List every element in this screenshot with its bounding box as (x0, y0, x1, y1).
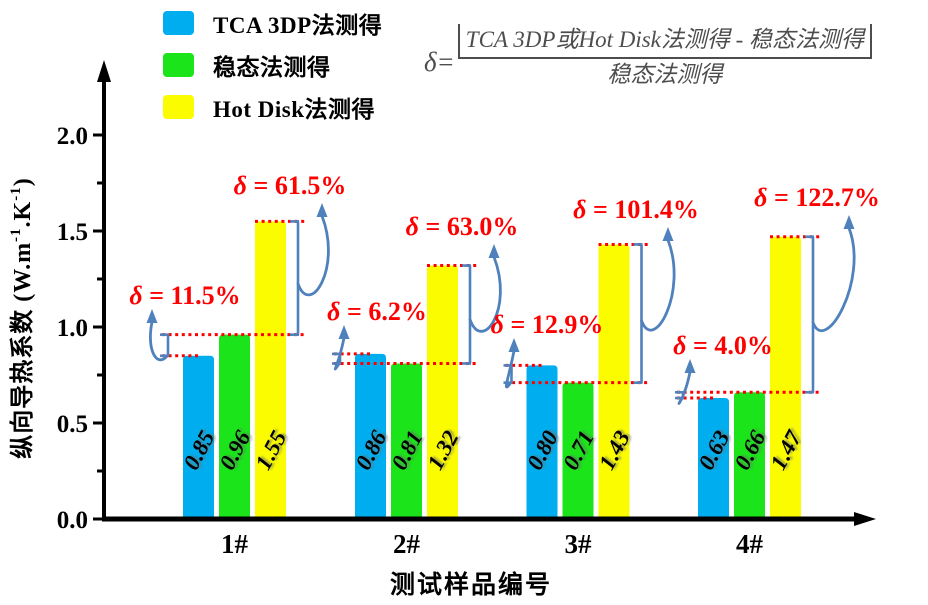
legend-swatch-green (163, 53, 194, 77)
formula-numerator: TCA 3DP或Hot Disk法测得 - 稳态法测得 (457, 24, 873, 59)
delta-annotation-label: δ = 4.0% (673, 331, 773, 360)
legend-label: 稳态法测得 (213, 55, 331, 80)
x-tick-label: 1# (221, 529, 249, 559)
y-tick-label: 0.0 (57, 507, 88, 534)
legend-label: TCA 3DP法测得 (213, 13, 383, 38)
y-axis-title: 纵向导热系数 (W.m-1.K-1) (8, 177, 36, 458)
bar-4#-series2 (770, 236, 801, 519)
delta-annotation-label: δ = 61.5% (234, 171, 347, 200)
x-tick-label: 2# (393, 529, 421, 559)
curved-arrow-head (146, 309, 158, 323)
curved-arrow (640, 238, 676, 332)
curved-arrow-head (684, 359, 696, 373)
curved-arrow (468, 255, 502, 333)
delta-annotation-label: δ = 12.9% (491, 310, 604, 339)
bar-1#-series1 (219, 334, 250, 519)
curved-arrow (677, 370, 692, 405)
legend-item-steady-state: 稳态法测得 (163, 52, 382, 80)
legend-swatch-yellow (163, 95, 194, 119)
curved-arrow (504, 349, 516, 389)
delta-annotation-label: δ = 101.4% (573, 195, 699, 224)
curved-arrow-head (488, 244, 500, 258)
bar-1#-series2 (255, 221, 286, 519)
legend-item-tca3dp: TCA 3DP法测得 (163, 10, 382, 38)
delta-annotation-label: δ = 11.5% (129, 281, 240, 310)
y-tick-label: 0.5 (57, 411, 88, 438)
bar-2#-series0 (355, 353, 386, 519)
x-axis-arrowhead (854, 512, 876, 526)
bar-2#-series2 (427, 265, 458, 519)
legend-label: Hot Disk法测得 (213, 97, 376, 122)
legend-swatch-blue (163, 11, 194, 35)
delta-formula: δ= TCA 3DP或Hot Disk法测得 - 稳态法测得 稳态法测得 (424, 24, 873, 90)
bar-2#-series1 (391, 363, 422, 519)
curved-arrow (333, 336, 346, 371)
legend-item-hot-disk: Hot Disk法测得 (163, 94, 382, 122)
formula-delta-symbol: δ= (424, 47, 455, 78)
formula-denominator: 稳态法测得 (607, 61, 723, 87)
curved-arrow-head (338, 325, 350, 339)
delta-annotation-label: δ = 6.2% (327, 297, 427, 326)
bar-4#-series0 (698, 398, 729, 519)
curved-arrow (149, 320, 170, 362)
curved-arrow-head (662, 227, 674, 241)
x-axis-title: 测试样品编号 (390, 570, 552, 599)
bar-3#-series0 (526, 365, 558, 519)
curved-arrow-head (843, 215, 855, 229)
legend: TCA 3DP法测得 稳态法测得 Hot Disk法测得 (163, 10, 382, 136)
curved-arrow-head (316, 203, 328, 217)
curved-arrow (296, 214, 330, 297)
curved-arrow (811, 226, 856, 332)
curved-arrow-head (508, 338, 520, 352)
delta-annotation-label: δ = 122.7% (754, 183, 880, 212)
bar-3#-series1 (562, 382, 594, 519)
bar-4#-series1 (734, 392, 765, 519)
x-tick-label: 4# (736, 529, 764, 559)
bar-1#-series0 (183, 355, 214, 519)
y-axis-arrowhead (97, 60, 111, 82)
y-tick-label: 1.5 (57, 219, 88, 246)
delta-annotation-label: δ = 63.0% (406, 212, 519, 241)
y-tick-label: 2.0 (57, 123, 88, 150)
x-tick-label: 3# (565, 529, 593, 559)
y-tick-label: 1.0 (57, 315, 88, 342)
formula-fraction: TCA 3DP或Hot Disk法测得 - 稳态法测得 稳态法测得 (457, 24, 873, 90)
